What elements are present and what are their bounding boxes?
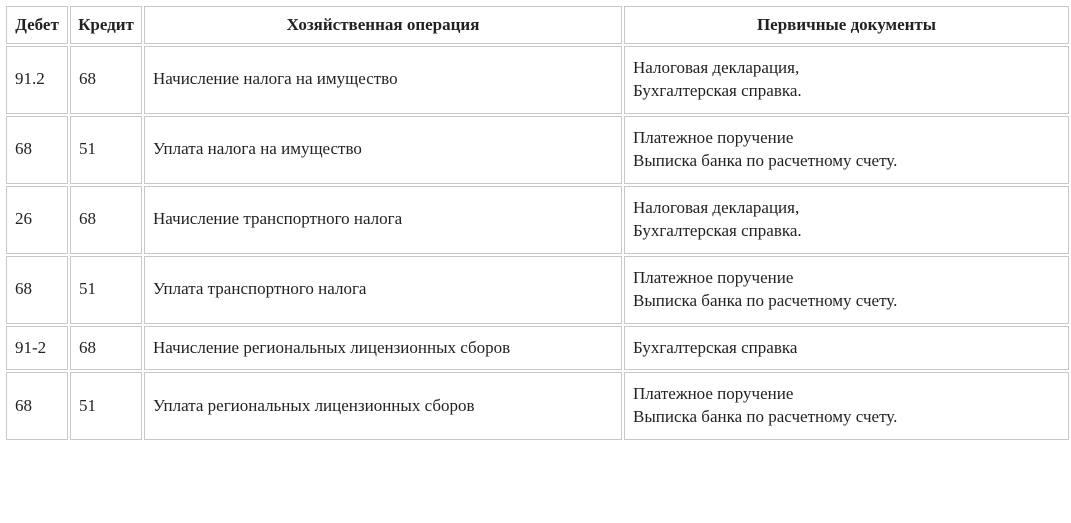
table-row: 68 51 Уплата налога на имущество Платежн… (6, 116, 1069, 184)
cell-credit: 51 (70, 256, 142, 324)
cell-credit: 51 (70, 372, 142, 440)
cell-operation: Начисление транспортного налога (144, 186, 622, 254)
cell-credit: 68 (70, 326, 142, 371)
cell-documents: Налоговая декларация, Бухгалтерская спра… (624, 186, 1069, 254)
col-header-documents: Первичные документы (624, 6, 1069, 44)
table-row: 68 51 Уплата региональных лицензионных с… (6, 372, 1069, 440)
col-header-debit: Дебет (6, 6, 68, 44)
cell-debit: 91.2 (6, 46, 68, 114)
cell-credit: 68 (70, 186, 142, 254)
cell-debit: 68 (6, 116, 68, 184)
table-header-row: Дебет Кредит Хозяйственная операция Перв… (6, 6, 1069, 44)
table-row: 68 51 Уплата транспортного налога Платеж… (6, 256, 1069, 324)
cell-debit: 68 (6, 256, 68, 324)
col-header-credit: Кредит (70, 6, 142, 44)
table-row: 91-2 68 Начисление региональных лицензио… (6, 326, 1069, 371)
cell-documents: Платежное поручение Выписка банка по рас… (624, 256, 1069, 324)
cell-operation: Начисление региональных лицензионных сбо… (144, 326, 622, 371)
cell-operation: Уплата региональных лицензионных сборов (144, 372, 622, 440)
accounting-entries-table: Дебет Кредит Хозяйственная операция Перв… (4, 4, 1071, 442)
cell-documents: Налоговая декларация, Бухгалтерская спра… (624, 46, 1069, 114)
cell-documents: Платежное поручение Выписка банка по рас… (624, 116, 1069, 184)
cell-operation: Уплата налога на имущество (144, 116, 622, 184)
cell-debit: 26 (6, 186, 68, 254)
table-row: 91.2 68 Начисление налога на имущество Н… (6, 46, 1069, 114)
cell-documents: Бухгалтерская справка (624, 326, 1069, 371)
cell-operation: Уплата транспортного налога (144, 256, 622, 324)
cell-credit: 51 (70, 116, 142, 184)
cell-operation: Начисление налога на имущество (144, 46, 622, 114)
col-header-operation: Хозяйственная операция (144, 6, 622, 44)
table-row: 26 68 Начисление транспортного налога На… (6, 186, 1069, 254)
cell-debit: 68 (6, 372, 68, 440)
cell-debit: 91-2 (6, 326, 68, 371)
cell-credit: 68 (70, 46, 142, 114)
cell-documents: Платежное поручение Выписка банка по рас… (624, 372, 1069, 440)
